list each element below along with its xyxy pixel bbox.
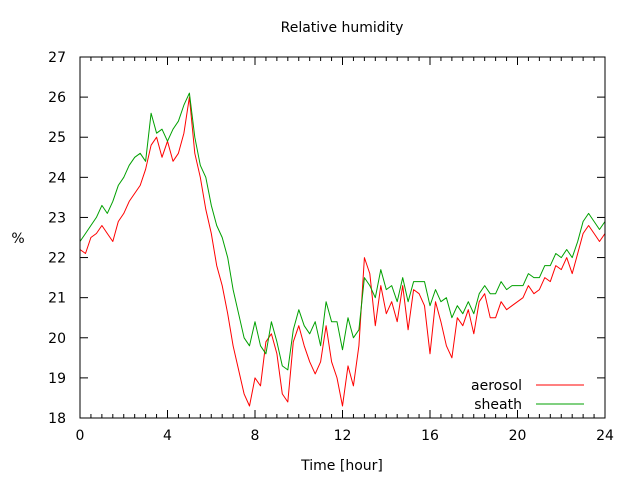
series-layer [79,92,606,407]
y-axis-ticks: 18 19 20 21 22 23 24 25 26 27 [48,50,605,427]
y-tick-label: 27 [48,50,66,66]
y-tick-label: 26 [48,90,66,106]
y-tick-label: 20 [48,331,66,347]
x-tick-label: 8 [251,428,260,444]
y-tick-label: 18 [48,411,66,427]
x-tick-label: 0 [76,428,85,444]
y-tick-label: 23 [48,210,66,226]
legend: aerosol sheath [471,378,584,413]
y-tick-label: 24 [48,170,66,186]
x-axis-ticks: 0 4 8 12 16 20 24 [76,57,614,444]
series-line-sheath [79,92,606,371]
minor-ticks [90,57,595,418]
y-axis-label: % [11,231,24,247]
legend-label-sheath: sheath [474,397,522,413]
x-tick-label: 24 [596,428,614,444]
chart-title: Relative humidity [281,20,404,36]
series-line-aerosol [79,96,606,407]
x-axis-label: Time [hour] [300,458,383,474]
x-tick-label: 16 [421,428,439,444]
y-tick-label: 22 [48,251,66,267]
x-tick-label: 20 [509,428,527,444]
legend-label-aerosol: aerosol [471,378,522,394]
y-tick-label: 19 [48,371,66,387]
y-tick-label: 21 [48,291,66,307]
plot-frame [79,56,606,419]
x-tick-label: 12 [334,428,352,444]
x-tick-label: 4 [163,428,172,444]
y-tick-label: 25 [48,130,66,146]
